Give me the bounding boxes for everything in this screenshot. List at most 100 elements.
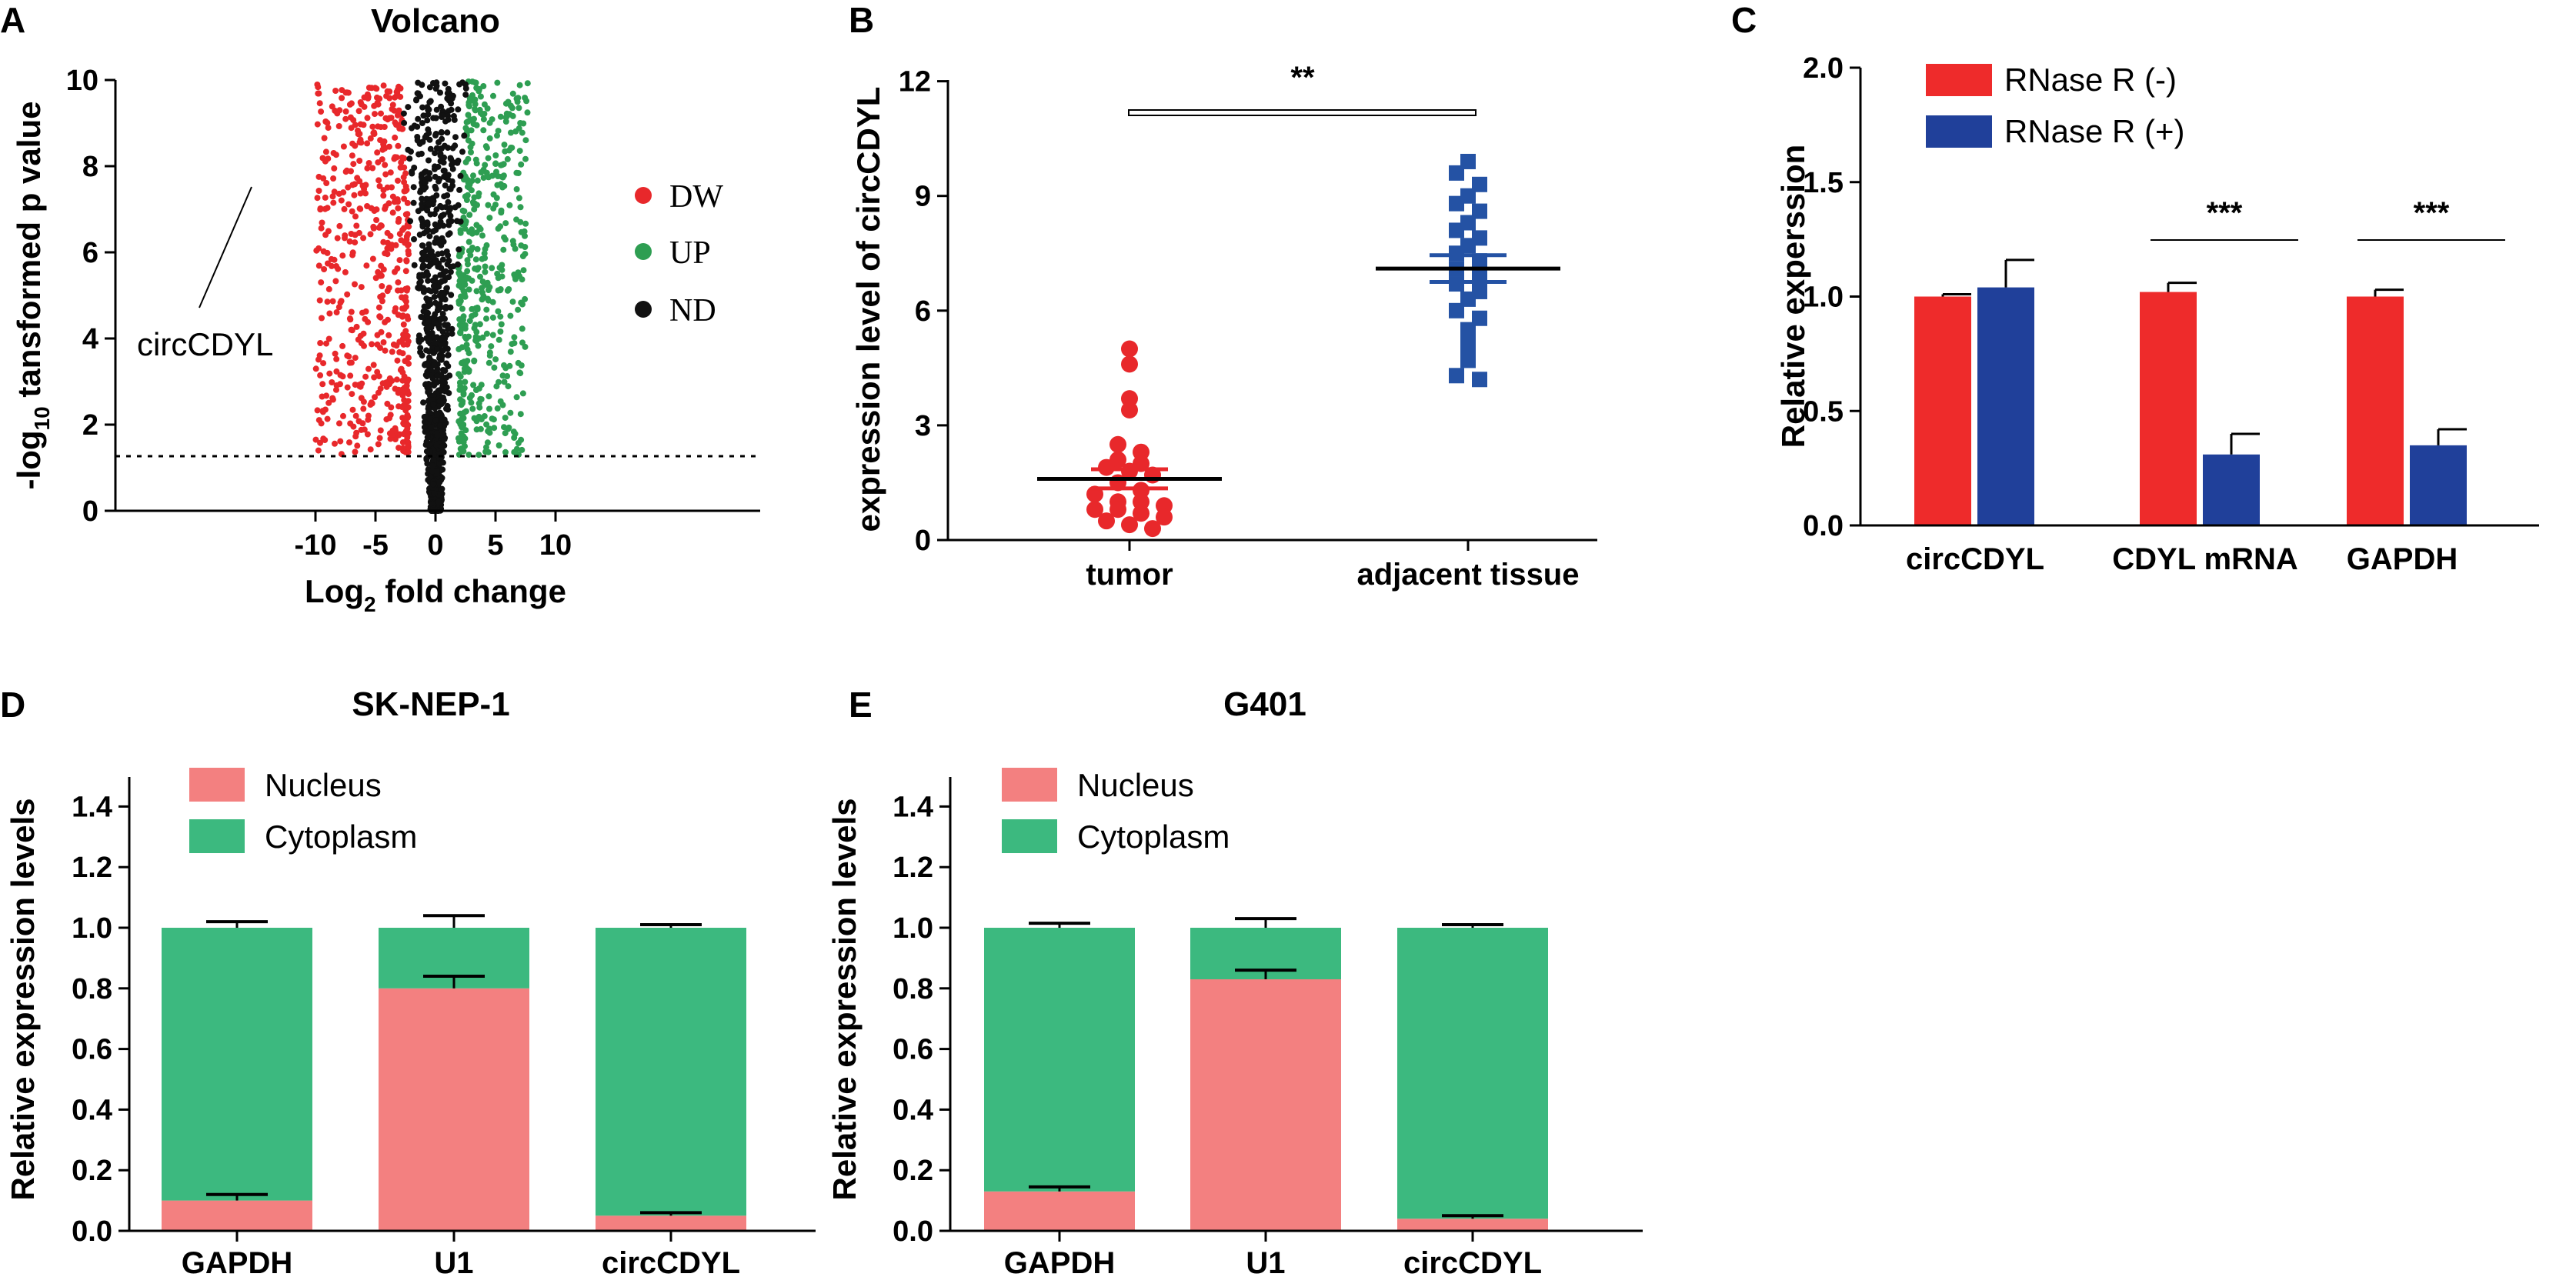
- volcano-point-up: [499, 402, 506, 408]
- volcano-point-dw: [330, 199, 337, 206]
- volcano-point-dw: [339, 95, 345, 102]
- volcano-point-dw: [403, 382, 410, 389]
- volcano-point-up: [468, 149, 474, 155]
- volcano-point-up: [474, 266, 481, 273]
- volcano-point-nd: [426, 387, 433, 394]
- volcano-point-dw: [338, 298, 345, 305]
- volcano-point-dw: [342, 115, 349, 122]
- volcano-point-dw: [312, 365, 319, 372]
- volcano-point-nd: [439, 204, 445, 211]
- volcano-point-up: [465, 137, 472, 144]
- volcano-point-nd: [462, 85, 469, 92]
- volcano-point-nd: [439, 212, 445, 219]
- volcano-point-dw: [363, 262, 370, 269]
- e-ytick-label: 1.0: [893, 912, 933, 945]
- volcano-point-dw: [375, 177, 382, 184]
- volcano-point-up: [501, 378, 508, 385]
- volcano-point-dw: [356, 158, 363, 164]
- volcano-point-nd: [415, 90, 422, 97]
- volcano-y-label: -log10 tansformed p value: [11, 102, 54, 490]
- volcano-point-nd: [432, 150, 439, 157]
- volcano-point-up: [506, 424, 512, 431]
- volcano-point-dw: [382, 250, 389, 257]
- volcano-point-nd: [436, 325, 443, 332]
- volcano-point-nd: [448, 292, 455, 298]
- volcano-point-dw: [319, 381, 326, 388]
- volcano-point-nd: [422, 168, 429, 175]
- volcano-point-dw: [349, 208, 355, 215]
- volcano-point-dw: [316, 100, 323, 107]
- volcano-point-nd: [435, 223, 442, 230]
- g401-x-ticks: GAPDH U1 circCDYL: [1004, 1231, 1542, 1277]
- volcano-point-dw: [379, 292, 386, 299]
- volcano-point-up: [509, 90, 516, 97]
- tumor-point: [1121, 355, 1138, 373]
- volcano-point-up: [519, 446, 526, 453]
- volcano-point-dw: [400, 431, 407, 438]
- volcano-point-dw: [405, 242, 411, 248]
- volcano-point-dw: [400, 402, 407, 409]
- legend-nd-label: ND: [669, 293, 716, 328]
- d-bar-nucleus: [162, 1200, 312, 1231]
- volcano-point-nd: [445, 198, 452, 205]
- volcano-point-up: [467, 144, 474, 151]
- volcano-point-nd: [442, 80, 449, 87]
- volcano-point-nd: [421, 286, 428, 293]
- volcano-point-up: [511, 334, 518, 341]
- volcano-point-up: [512, 245, 519, 252]
- rnase-bar: [2140, 292, 2197, 525]
- e-ytick-label: 0.4: [893, 1094, 933, 1126]
- volcano-point-nd: [445, 93, 452, 100]
- volcano-point-nd: [443, 374, 450, 381]
- rnase-category-label: CDYL mRNA: [2112, 542, 2298, 576]
- volcano-point-up: [507, 409, 514, 416]
- volcano-point-up: [459, 398, 466, 405]
- volcano-point-up: [492, 161, 499, 167]
- volcano-point-up: [518, 161, 525, 168]
- volcano-point-nd: [447, 212, 454, 219]
- volcano-point-nd: [419, 138, 426, 145]
- volcano-point-nd: [425, 200, 432, 207]
- volcano-point-dw: [402, 328, 409, 335]
- volcano-point-up: [481, 250, 488, 257]
- volcano-point-dw: [403, 257, 410, 264]
- volcano-point-dw: [360, 330, 367, 337]
- volcano-point-dw: [348, 125, 355, 132]
- volcano-point-nd: [424, 104, 431, 111]
- volcano-point-up: [467, 252, 474, 258]
- volcano-point-dw: [380, 192, 387, 199]
- volcano-point-dw: [317, 439, 323, 446]
- volcano-point-dw: [359, 309, 365, 316]
- rnase-category-label: circCDYL: [1906, 542, 2044, 576]
- volcano-point-dw: [348, 100, 355, 107]
- volcano-point-dw: [320, 248, 327, 255]
- volcano-point-up: [506, 286, 512, 292]
- volcano-point-dw: [312, 436, 319, 443]
- volcano-point-dw: [371, 208, 378, 214]
- volcano-point-up: [464, 183, 471, 190]
- g401-y-label: Relative expression levels: [826, 799, 863, 1201]
- volcano-point-up: [497, 313, 504, 320]
- volcano-point-up: [499, 174, 506, 181]
- volcano-point-nd: [445, 257, 452, 264]
- volcano-point-up: [474, 177, 481, 184]
- e-bar-nucleus: [1397, 1219, 1548, 1231]
- volcano-point-dw: [336, 107, 343, 114]
- rnase-bar: [2347, 296, 2404, 525]
- dotplot-points: [1037, 153, 1560, 538]
- volcano-point-nd: [449, 325, 455, 332]
- volcano-xtick-label: -10: [295, 529, 337, 562]
- volcano-point-dw: [375, 441, 382, 448]
- volcano-point-dw: [392, 119, 399, 126]
- volcano-point-dw: [388, 404, 395, 411]
- volcano-point-nd: [422, 179, 429, 186]
- volcano-point-up: [475, 335, 482, 342]
- volcano-point-up: [520, 267, 527, 274]
- volcano-point-dw: [395, 215, 402, 222]
- volcano-point-dw: [397, 164, 404, 171]
- adjacent-point: [1449, 195, 1464, 212]
- sknep1-legend-nucleus-swatch: [189, 768, 245, 802]
- volcano-point-dw: [335, 123, 342, 129]
- volcano-point-nd: [415, 79, 422, 86]
- volcano-point-dw: [401, 155, 408, 162]
